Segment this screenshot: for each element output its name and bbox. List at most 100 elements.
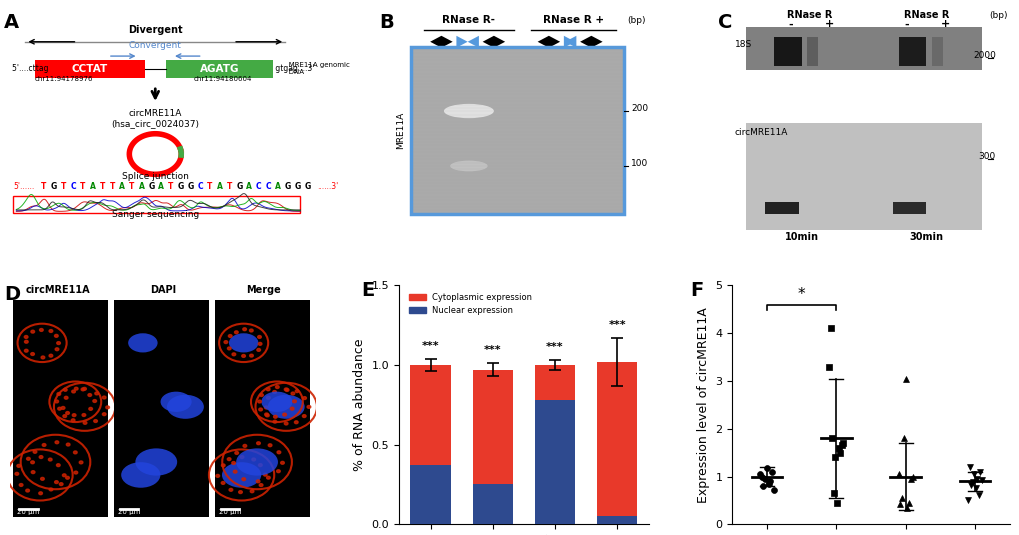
Point	[823, 434, 840, 442]
Point	[959, 496, 975, 505]
Circle shape	[227, 347, 231, 350]
Text: *: *	[797, 287, 805, 302]
Circle shape	[31, 330, 35, 333]
Bar	[13, 300, 108, 517]
Bar	[472, 485, 513, 524]
Point	[892, 500, 908, 508]
Circle shape	[94, 419, 98, 423]
Point	[897, 374, 913, 383]
Circle shape	[239, 456, 244, 458]
Circle shape	[285, 388, 288, 392]
Circle shape	[290, 407, 293, 410]
Ellipse shape	[136, 448, 177, 476]
Text: B: B	[379, 13, 393, 32]
Circle shape	[266, 396, 270, 399]
Circle shape	[250, 354, 253, 357]
Text: T: T	[60, 182, 66, 190]
Text: RNase R-: RNase R-	[442, 14, 495, 25]
Circle shape	[282, 413, 286, 416]
Text: Divergent: Divergent	[127, 25, 182, 35]
Text: -: -	[904, 19, 909, 29]
Circle shape	[266, 388, 270, 391]
Bar	[534, 400, 575, 524]
Circle shape	[268, 444, 272, 447]
Text: C: C	[70, 182, 75, 190]
Point	[970, 491, 986, 499]
Point	[835, 439, 851, 447]
Circle shape	[59, 483, 63, 486]
Circle shape	[62, 474, 66, 477]
Circle shape	[242, 355, 246, 357]
Circle shape	[63, 415, 66, 418]
Text: A: A	[119, 182, 124, 190]
Text: T: T	[207, 182, 212, 190]
Circle shape	[292, 400, 297, 403]
Text: T: T	[129, 182, 135, 190]
Text: 5'......: 5'......	[13, 182, 35, 190]
Circle shape	[231, 462, 235, 464]
Text: A: A	[139, 182, 145, 190]
Circle shape	[257, 442, 260, 445]
Circle shape	[72, 414, 75, 417]
Circle shape	[250, 490, 254, 493]
Text: T: T	[100, 182, 105, 190]
Circle shape	[25, 489, 30, 492]
Y-axis label: % of RNA abundance: % of RNA abundance	[353, 339, 366, 471]
Text: T: T	[81, 182, 86, 190]
Text: CCTAT: CCTAT	[71, 64, 108, 74]
Circle shape	[74, 471, 77, 474]
Bar	[215, 300, 309, 517]
Point	[832, 448, 848, 457]
Circle shape	[79, 461, 83, 464]
Text: E: E	[361, 281, 374, 300]
Text: RNase R: RNase R	[903, 10, 949, 20]
Circle shape	[83, 387, 87, 390]
Circle shape	[216, 475, 219, 477]
Polygon shape	[430, 36, 452, 48]
Circle shape	[258, 464, 262, 467]
Text: G: G	[236, 182, 243, 190]
Circle shape	[24, 340, 29, 343]
Text: 20 μm: 20 μm	[219, 509, 242, 515]
Point	[902, 475, 918, 483]
Text: 2000: 2000	[972, 51, 995, 60]
Text: (bp): (bp)	[988, 11, 1007, 20]
Circle shape	[252, 458, 256, 461]
Circle shape	[277, 451, 280, 454]
Circle shape	[61, 407, 65, 409]
Circle shape	[221, 464, 225, 467]
Point	[900, 499, 916, 507]
Circle shape	[41, 356, 45, 359]
Text: 20 μm: 20 μm	[118, 509, 141, 515]
Point	[751, 470, 767, 478]
Bar	[13, 196, 300, 212]
Polygon shape	[564, 36, 575, 48]
Text: G: G	[294, 182, 301, 190]
Text: T: T	[226, 182, 232, 190]
Circle shape	[106, 406, 109, 409]
Text: 200: 200	[631, 104, 648, 113]
Circle shape	[34, 450, 37, 453]
Bar	[764, 202, 798, 214]
Text: Splice junction: Splice junction	[121, 172, 189, 181]
Circle shape	[39, 456, 43, 458]
Circle shape	[264, 413, 268, 416]
Circle shape	[65, 411, 69, 415]
Point	[895, 434, 911, 442]
Circle shape	[294, 421, 298, 424]
Bar	[411, 47, 624, 214]
Circle shape	[275, 386, 279, 388]
Circle shape	[24, 349, 29, 352]
Circle shape	[41, 477, 44, 480]
Circle shape	[54, 334, 58, 337]
Text: Merge: Merge	[247, 285, 281, 295]
Circle shape	[224, 341, 227, 343]
Circle shape	[42, 444, 46, 446]
Circle shape	[56, 464, 60, 467]
Circle shape	[32, 471, 35, 473]
Circle shape	[26, 457, 31, 460]
Circle shape	[256, 480, 260, 483]
Circle shape	[57, 393, 60, 395]
Circle shape	[264, 406, 268, 409]
Circle shape	[71, 390, 75, 393]
